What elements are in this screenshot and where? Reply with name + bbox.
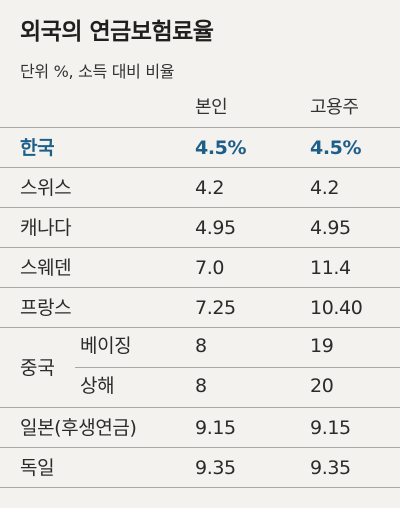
country-name: 중국 <box>20 357 55 379</box>
country-name: 캐나다 <box>20 217 72 239</box>
table-row-switzerland: 스위스 4.2 4.2 <box>0 168 400 208</box>
employer-rate: 20 <box>310 375 334 397</box>
self-rate: 8 <box>195 335 207 357</box>
unit-note: 단위 %, 소득 대비 비율 <box>20 62 175 81</box>
table-row-france: 프랑스 7.25 10.40 <box>0 288 400 328</box>
city-name: 베이징 <box>80 335 132 357</box>
employer-rate: 9.35 <box>310 457 351 479</box>
employer-rate: 9.15 <box>310 417 351 439</box>
self-rate: 4.2 <box>195 177 225 199</box>
employer-rate: 10.40 <box>310 297 363 319</box>
self-rate: 9.35 <box>195 457 236 479</box>
premium-rate-table: 본인 고용주 한국 4.5% 4.5% 스위스 4.2 4.2 캐나다 4.95… <box>0 88 400 488</box>
country-name: 프랑스 <box>20 297 72 319</box>
self-rate: 4.5% <box>195 137 247 159</box>
table-row-shanghai: 상해 8 20 <box>75 368 400 408</box>
employer-rate: 4.5% <box>310 137 362 159</box>
self-rate: 8 <box>195 375 207 397</box>
table-row-japan: 일본(후생연금) 9.15 9.15 <box>0 408 400 448</box>
table-row-sweden: 스웨덴 7.0 11.4 <box>0 248 400 288</box>
table-row-korea: 한국 4.5% 4.5% <box>0 128 400 168</box>
table-group-china: 중국 베이징 8 19 상해 8 20 <box>0 328 400 408</box>
employer-rate: 4.95 <box>310 217 351 239</box>
self-rate: 9.15 <box>195 417 236 439</box>
page-title: 외국의 연금보험료율 <box>20 19 214 45</box>
column-header-self: 본인 <box>195 97 228 118</box>
country-name: 스웨덴 <box>20 257 72 279</box>
country-name: 한국 <box>20 137 55 159</box>
city-name: 상해 <box>80 375 115 397</box>
column-header-employer: 고용주 <box>310 97 359 118</box>
table-row-germany: 독일 9.35 9.35 <box>0 448 400 488</box>
table-header-row: 본인 고용주 <box>0 88 400 128</box>
employer-rate: 4.2 <box>310 177 340 199</box>
self-rate: 7.0 <box>195 257 225 279</box>
country-name: 일본(후생연금) <box>20 417 137 439</box>
country-name: 스위스 <box>20 177 72 199</box>
self-rate: 4.95 <box>195 217 236 239</box>
employer-rate: 11.4 <box>310 257 351 279</box>
self-rate: 7.25 <box>195 297 236 319</box>
table-row-canada: 캐나다 4.95 4.95 <box>0 208 400 248</box>
employer-rate: 19 <box>310 335 334 357</box>
table-row-beijing: 베이징 8 19 <box>75 328 400 368</box>
country-name: 독일 <box>20 457 55 479</box>
